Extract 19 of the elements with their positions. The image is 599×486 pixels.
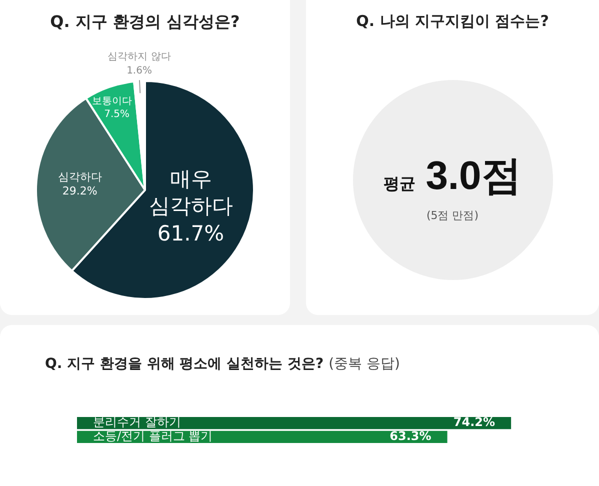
data-label: 29.2% (62, 184, 98, 198)
data-label: 61.7% (157, 221, 224, 246)
y-tick-label: 소등/전기 플러그 뽑기 (93, 429, 213, 444)
data-label: 74.2% (453, 415, 496, 430)
data-label: 63.3% (390, 429, 432, 444)
slice-label: 매우 심각하다 (148, 166, 233, 218)
data-label: 7.5% (104, 108, 130, 120)
data-label: 1.6% (126, 66, 152, 77)
text: 평균 (384, 173, 416, 195)
slice-label: 심각하다 (58, 170, 102, 184)
chart-title: Q. 지구 환경을 위해 평소에 실천하는 것은? (45, 356, 324, 372)
text: 3.0점 (426, 154, 522, 198)
text: Q. 나의 지구지킴이 점수는? (356, 12, 549, 30)
text: (5점 만점) (425, 208, 480, 223)
y-tick-label: 분리수거 잘하기 (93, 415, 181, 430)
slice-label: 심각하지 않다 (108, 52, 171, 63)
chart-title: Q. 지구 환경의 심각성은? (50, 12, 240, 31)
chart-subtitle: (중복 응답) (328, 356, 400, 372)
slice-label: 보통이다 (92, 96, 132, 107)
